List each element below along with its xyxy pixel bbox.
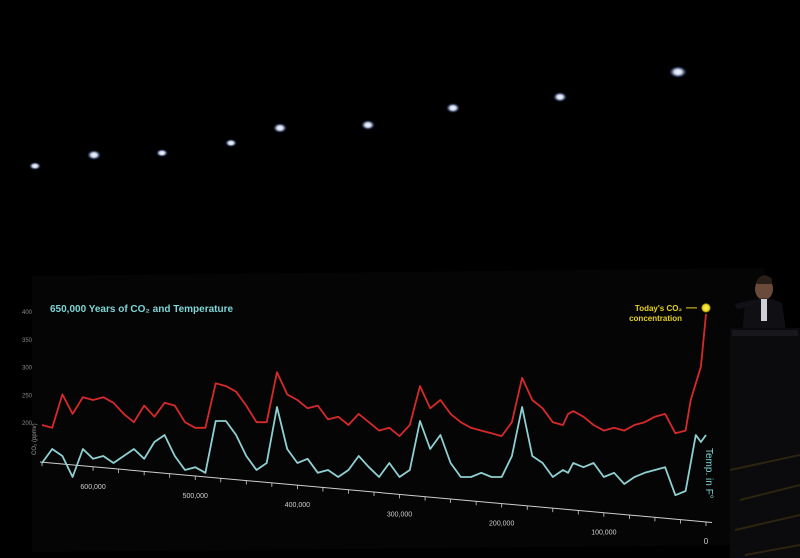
x-tick-label: 0 bbox=[704, 537, 709, 546]
ceiling-light bbox=[156, 149, 168, 157]
ceiling-light bbox=[553, 92, 567, 102]
temperature-series-line bbox=[41, 406, 707, 497]
y-tick-label: 400 bbox=[22, 310, 33, 316]
presenter bbox=[730, 275, 800, 558]
x-tick-label: 200,000 bbox=[489, 521, 514, 528]
annotation-label-line2: concentration bbox=[629, 314, 682, 323]
ceiling-light bbox=[87, 150, 101, 160]
co2-temperature-chart: 650,000 Years of CO₂ and Temperature 400 3… bbox=[22, 302, 714, 546]
co2-axis-label: CO₂ (ppmv) bbox=[32, 423, 38, 455]
y-tick-label: 250 bbox=[22, 393, 33, 399]
today-co2-marker bbox=[701, 302, 711, 313]
ceiling-light bbox=[29, 162, 41, 170]
x-tick-label: 400,000 bbox=[285, 502, 310, 509]
temperature-axis-label: Temp. in F° bbox=[703, 448, 714, 499]
y-tick-label: 300 bbox=[22, 366, 33, 372]
x-axis-line bbox=[39, 461, 713, 523]
ceiling-light bbox=[225, 139, 237, 147]
y-tick-label: 350 bbox=[22, 338, 33, 344]
x-tick-label: 300,000 bbox=[387, 511, 412, 518]
annotation-label-line1: Today's CO₂ bbox=[635, 304, 683, 313]
chart-title: 650,000 Years of CO₂ and Temperature bbox=[50, 304, 233, 315]
projection-screen bbox=[32, 268, 765, 552]
x-tick-label: 500,000 bbox=[183, 493, 208, 500]
x-tick-label: 100,000 bbox=[591, 530, 616, 537]
y-tick-label: 200 bbox=[22, 421, 33, 427]
ceiling-light bbox=[361, 120, 375, 130]
ceiling-light bbox=[669, 66, 687, 78]
co2-series-line bbox=[41, 313, 707, 438]
x-tick-label: 600,000 bbox=[80, 484, 105, 491]
ceiling-lights bbox=[29, 66, 687, 170]
stage-steps bbox=[729, 454, 800, 556]
ceiling-light bbox=[273, 123, 287, 133]
ceiling-light bbox=[446, 103, 460, 113]
